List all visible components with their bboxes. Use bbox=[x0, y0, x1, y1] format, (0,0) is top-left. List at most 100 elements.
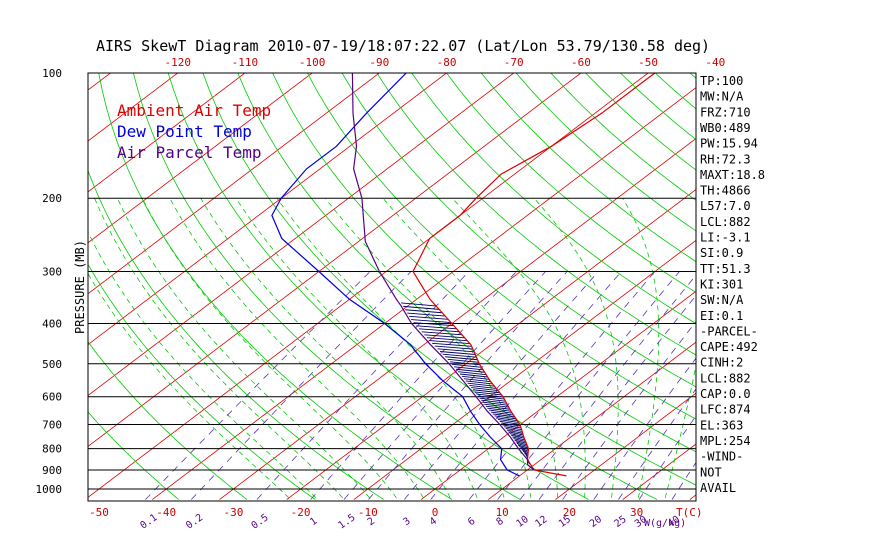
cape-hatch-line bbox=[509, 433, 524, 437]
cape-hatch-line bbox=[471, 387, 499, 392]
isotherm-line bbox=[88, 73, 582, 447]
stat-line: CAPE:492 bbox=[700, 340, 758, 354]
cape-hatch-line bbox=[440, 351, 476, 355]
dry-adiabat-line bbox=[88, 263, 316, 500]
bottom-temp-tick-label: 30 bbox=[630, 506, 643, 519]
mixing-ratio-line bbox=[671, 461, 696, 500]
isotherm-line bbox=[88, 73, 313, 244]
cape-hatch-line bbox=[479, 397, 506, 402]
chart-title: AIRS SkewT Diagram 2010-07-19/18:07:22.0… bbox=[96, 37, 710, 55]
moist-adiabat-line bbox=[382, 197, 559, 498]
cape-hatch-line bbox=[419, 328, 460, 333]
pressure-tick-label: 700 bbox=[42, 419, 62, 432]
mixing-ratio-line bbox=[191, 271, 412, 500]
mixing-ratio-label: 8 bbox=[495, 516, 506, 528]
isotherm-line bbox=[219, 138, 696, 500]
cape-hatch-line bbox=[512, 436, 526, 441]
cape-hatch-line bbox=[459, 373, 488, 378]
cape-hatch-line bbox=[434, 345, 473, 350]
mixing-ratio-line bbox=[468, 271, 656, 500]
pressure-tick-label: 100 bbox=[42, 67, 62, 80]
mixing-ratio-line bbox=[343, 271, 546, 500]
cape-hatch-line bbox=[499, 420, 520, 425]
cape-hatch-line bbox=[508, 431, 524, 436]
cape-hatch-line bbox=[469, 384, 497, 389]
top-temp-tick-label: -70 bbox=[504, 56, 524, 69]
stat-line: SI:0.9 bbox=[700, 246, 743, 260]
top-temp-tick-label: -60 bbox=[571, 56, 591, 69]
cape-hatch-line bbox=[477, 395, 505, 400]
top-temp-tick-label: -100 bbox=[299, 56, 326, 69]
cape-hatch-line bbox=[449, 361, 481, 366]
pressure-tick-label: 800 bbox=[42, 443, 62, 456]
pressure-tick-label: 900 bbox=[42, 464, 62, 477]
bottom-temp-tick-label: 0 bbox=[432, 506, 439, 519]
cape-hatch-line bbox=[403, 305, 440, 310]
cape-hatch-line bbox=[506, 429, 523, 434]
cape-hatch-line bbox=[489, 409, 513, 414]
cape-hatch-line bbox=[437, 348, 475, 353]
isotherm-line bbox=[152, 87, 696, 500]
isotherm-line bbox=[0, 54, 1, 500]
cape-hatch-line bbox=[465, 380, 493, 385]
top-temp-tick-label: -120 bbox=[164, 56, 191, 69]
cape-hatch-line bbox=[413, 322, 454, 327]
cape-hatch-line bbox=[463, 378, 491, 383]
mixing-ratio-line bbox=[256, 271, 470, 500]
temperature-curve bbox=[412, 73, 656, 477]
dry-adiabat-line bbox=[771, 54, 870, 500]
moist-adiabat-line bbox=[533, 197, 619, 498]
pressure-tick-label: 200 bbox=[42, 192, 62, 205]
isotherm-line bbox=[420, 290, 696, 500]
cape-hatch-line bbox=[505, 427, 523, 432]
dry-adiabat-line bbox=[341, 73, 696, 388]
cape-hatch-line bbox=[519, 446, 529, 451]
isotherm-line bbox=[488, 341, 696, 500]
cape-hatch-line bbox=[424, 334, 465, 339]
sounding-curves bbox=[271, 73, 656, 477]
cape-hatch-line bbox=[454, 366, 484, 371]
cape-hatch-line bbox=[521, 449, 529, 454]
mixing-ratio-label: 1 bbox=[308, 516, 319, 528]
bottom-temp-tick-label: -30 bbox=[223, 506, 243, 519]
bottom-temp-tick-label: 20 bbox=[563, 506, 576, 519]
y-axis-label: PRESSURE (MB) bbox=[73, 240, 87, 334]
stat-line: TP:100 bbox=[700, 74, 743, 88]
dry-adiabat-line bbox=[446, 73, 696, 293]
stat-line: EL:363 bbox=[700, 418, 743, 432]
bottom-temp-tick-label: 10 bbox=[496, 506, 509, 519]
cape-hatch-line bbox=[442, 353, 477, 358]
x-axis-label: T(C) bbox=[676, 506, 703, 519]
dry-adiabat-line bbox=[480, 73, 696, 263]
stat-line: LCL:882 bbox=[700, 371, 751, 385]
mixing-ratio-label: 2 bbox=[366, 516, 377, 528]
stat-line: L57:7.0 bbox=[700, 199, 751, 213]
mixing-ratio-label: 1.5 bbox=[336, 512, 357, 531]
moist-adiabat-line bbox=[235, 197, 478, 498]
moist-adiabat-line bbox=[622, 197, 660, 498]
stat-line: MAXT:18.8 bbox=[700, 168, 765, 182]
mixing-ratio-unit-label: W(g/kg) bbox=[644, 518, 686, 529]
cape-hatch-line bbox=[474, 391, 502, 396]
cape-hatch-line bbox=[515, 441, 528, 446]
mixing-ratio-label: 0.2 bbox=[184, 512, 205, 531]
stat-line: LI:-3.1 bbox=[700, 231, 751, 245]
cape-hatch-line bbox=[487, 407, 511, 412]
cape-hatch-line bbox=[517, 444, 529, 449]
top-temp-tick-label: -80 bbox=[437, 56, 457, 69]
cape-hatch-line bbox=[432, 342, 472, 347]
cape-hatch-line bbox=[481, 399, 507, 404]
dry-adiabat-line bbox=[838, 54, 870, 500]
pressure-tick-label: 600 bbox=[42, 391, 62, 404]
mixing-ratio-label: 12 bbox=[533, 514, 549, 530]
stat-line: MPL:254 bbox=[700, 434, 751, 448]
cape-hatch-line bbox=[456, 368, 485, 373]
bottom-temp-tick-label: -10 bbox=[358, 506, 378, 519]
cape-hatch-line bbox=[492, 413, 515, 418]
dry-adiabat-line bbox=[98, 73, 453, 500]
cape-hatch-line bbox=[426, 337, 468, 342]
mixing-ratio-label: 10 bbox=[515, 514, 531, 530]
cape-hatch-area bbox=[401, 302, 532, 465]
plot-frame bbox=[87, 72, 697, 502]
